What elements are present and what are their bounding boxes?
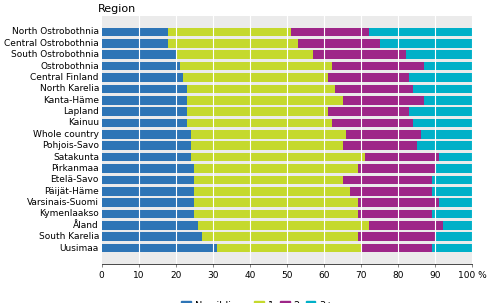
Bar — [187, 96, 343, 105]
Bar — [369, 221, 443, 230]
Bar — [328, 107, 409, 116]
Bar — [357, 232, 436, 241]
Bar — [328, 73, 409, 82]
Bar — [298, 39, 380, 48]
Bar — [331, 119, 413, 127]
Bar — [102, 39, 168, 48]
Bar — [194, 198, 357, 207]
Bar — [198, 221, 369, 230]
Bar — [361, 244, 432, 252]
Bar — [187, 119, 331, 127]
Bar — [102, 107, 187, 116]
Bar — [331, 62, 424, 70]
Bar — [343, 96, 424, 105]
Bar — [406, 51, 472, 59]
Bar — [343, 176, 432, 184]
Bar — [350, 187, 432, 195]
Bar — [102, 73, 183, 82]
Bar — [102, 210, 194, 218]
Bar — [443, 221, 472, 230]
Bar — [421, 130, 472, 139]
Bar — [413, 119, 472, 127]
Text: Region: Region — [98, 4, 136, 14]
Bar — [187, 85, 335, 93]
Bar — [346, 130, 421, 139]
Bar — [191, 142, 343, 150]
Bar — [180, 62, 331, 70]
Bar — [357, 198, 439, 207]
Legend: No siblings, 1, 2, 3+: No siblings, 1, 2, 3+ — [182, 301, 333, 303]
Bar — [343, 142, 417, 150]
Bar — [102, 119, 187, 127]
Bar — [413, 85, 472, 93]
Bar — [102, 187, 194, 195]
Bar — [102, 232, 202, 241]
Bar — [168, 39, 298, 48]
Bar — [102, 198, 194, 207]
Bar — [102, 221, 198, 230]
Bar — [436, 232, 472, 241]
Bar — [102, 244, 217, 252]
Bar — [102, 51, 176, 59]
Bar — [432, 210, 472, 218]
Bar — [432, 176, 472, 184]
Bar — [176, 51, 313, 59]
Bar — [369, 28, 472, 36]
Bar — [409, 73, 472, 82]
Bar — [335, 85, 413, 93]
Bar — [102, 142, 191, 150]
Bar — [191, 153, 365, 161]
Bar — [380, 39, 472, 48]
Bar — [424, 96, 472, 105]
Bar — [102, 164, 194, 173]
Bar — [357, 164, 436, 173]
Bar — [191, 130, 346, 139]
Bar — [217, 244, 361, 252]
Bar — [432, 187, 472, 195]
Bar — [187, 107, 328, 116]
Bar — [202, 232, 357, 241]
Bar — [439, 153, 472, 161]
Bar — [102, 176, 194, 184]
Bar — [194, 164, 357, 173]
Bar — [194, 187, 350, 195]
Bar — [432, 244, 472, 252]
Bar — [194, 210, 357, 218]
Bar — [291, 28, 369, 36]
Bar — [102, 96, 187, 105]
Bar — [183, 73, 328, 82]
Bar — [365, 153, 439, 161]
Bar — [424, 62, 472, 70]
Bar — [409, 107, 472, 116]
Bar — [102, 28, 168, 36]
Bar — [436, 164, 472, 173]
Bar — [313, 51, 406, 59]
Bar — [194, 176, 343, 184]
Bar — [102, 130, 191, 139]
Bar — [102, 62, 180, 70]
Bar — [168, 28, 291, 36]
Bar — [102, 85, 187, 93]
Bar — [417, 142, 472, 150]
Bar — [357, 210, 432, 218]
Bar — [102, 153, 191, 161]
Bar — [439, 198, 472, 207]
